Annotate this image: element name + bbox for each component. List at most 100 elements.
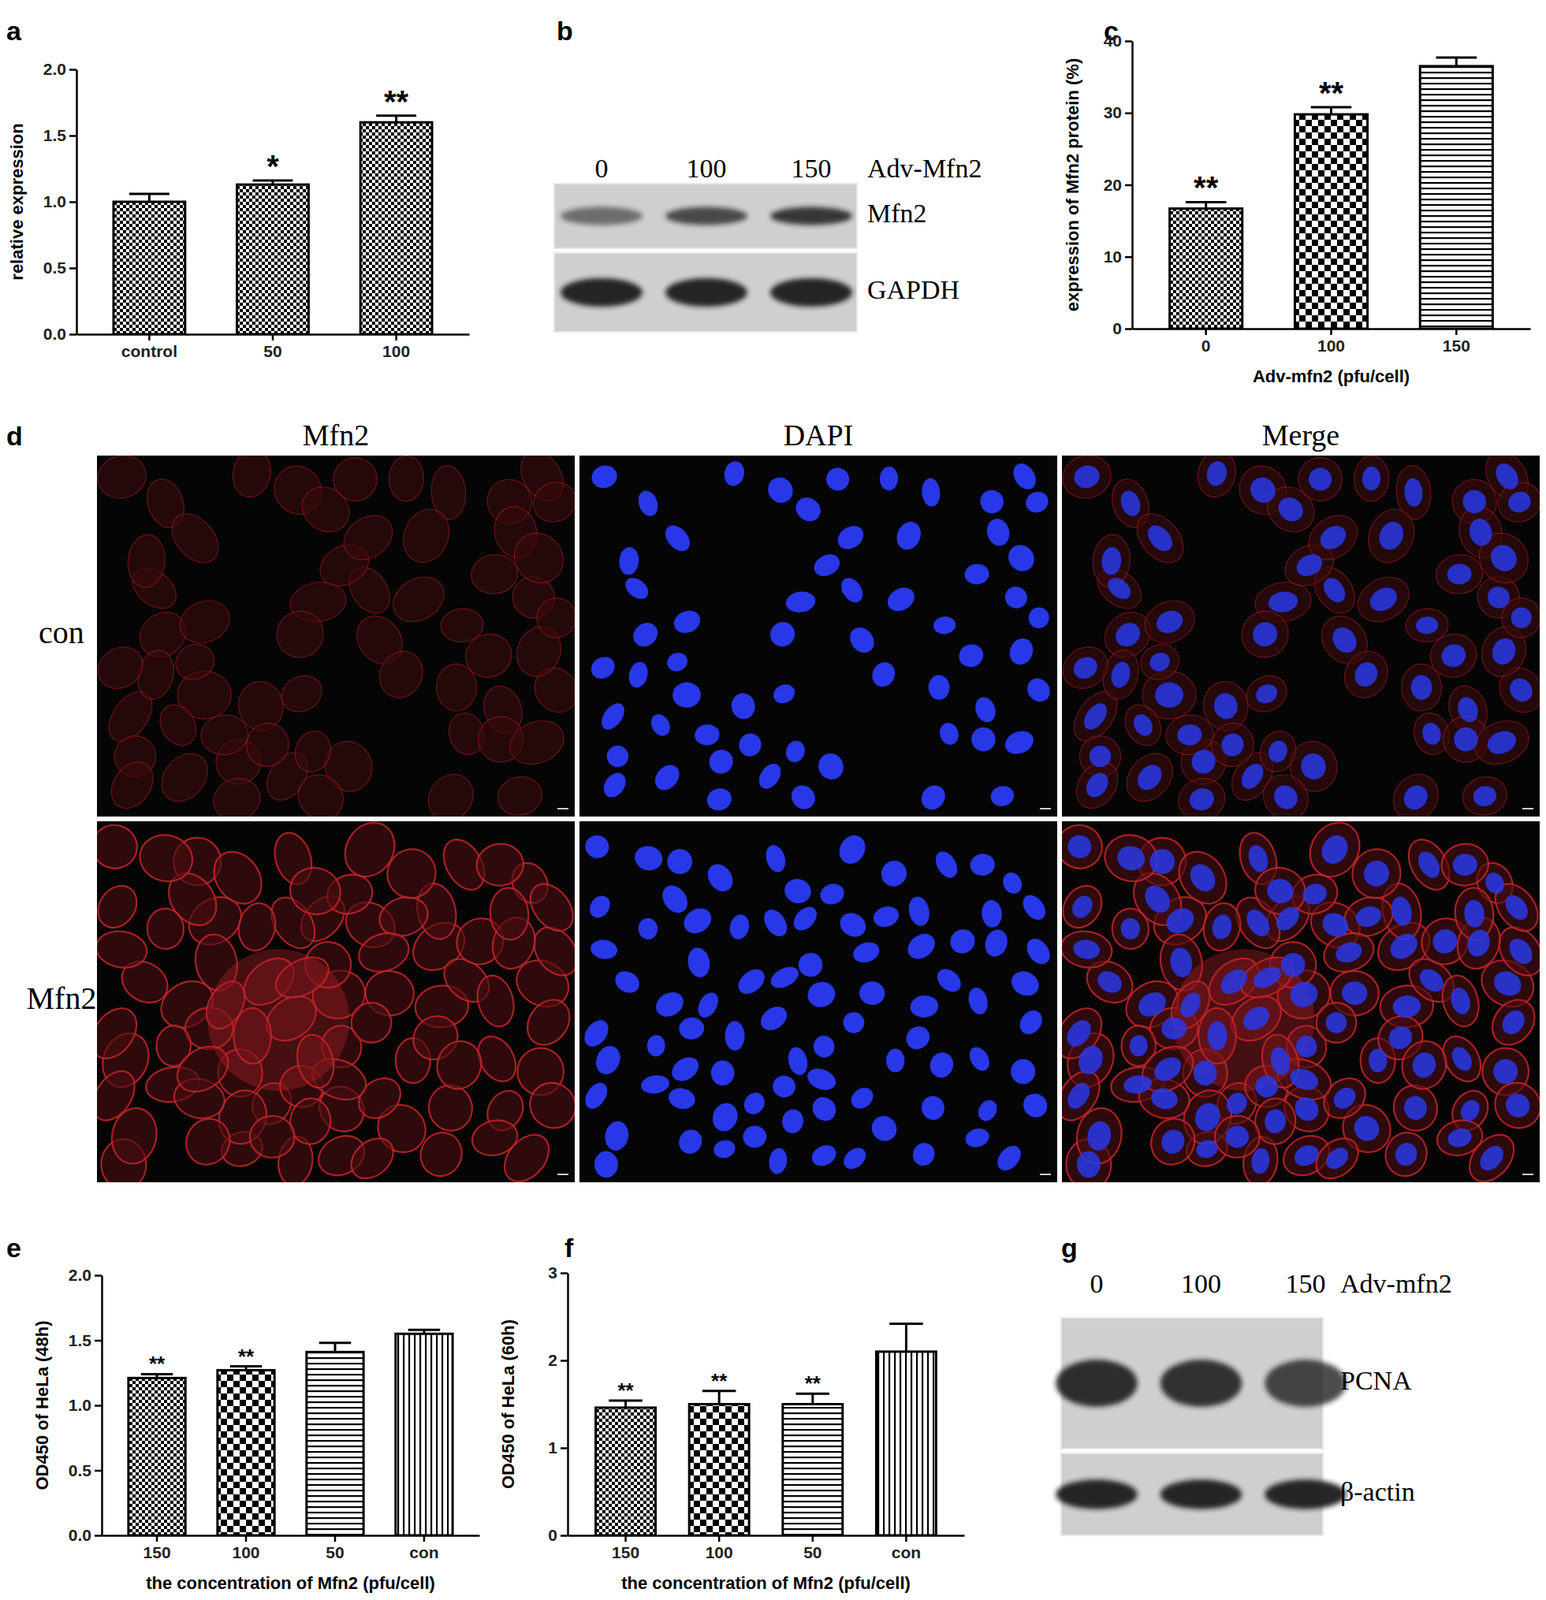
mfn2-signal <box>293 477 358 541</box>
nucleus <box>1329 1084 1360 1114</box>
nucleus <box>1191 1099 1225 1136</box>
tick-mark <box>1455 328 1458 336</box>
nucleus <box>1184 859 1221 897</box>
significance: ** <box>617 1378 634 1403</box>
mfn2-signal <box>234 900 280 955</box>
tick-label: con <box>409 1543 439 1562</box>
tick-mark <box>394 334 398 341</box>
mfn2-signal <box>526 476 575 529</box>
tick-mark <box>1125 184 1133 187</box>
nucleus <box>811 1033 837 1060</box>
nucleus <box>1315 521 1351 554</box>
scale-bar <box>1039 808 1051 810</box>
nucleus <box>1010 1058 1036 1085</box>
mfn2-signal <box>145 907 186 951</box>
nucleus <box>1073 1042 1107 1079</box>
nucleus <box>711 1137 738 1161</box>
nucleus <box>1133 987 1170 1022</box>
nucleus <box>1015 1006 1047 1040</box>
band <box>665 278 748 307</box>
nucleus <box>693 722 721 747</box>
mfn2-signal <box>1400 663 1443 712</box>
x-axis: 0100150 <box>1132 328 1532 355</box>
nucleus <box>1176 722 1204 747</box>
nucleus <box>602 1119 631 1153</box>
nucleus <box>956 640 987 671</box>
tick-mark <box>334 1535 337 1543</box>
nucleus <box>1322 1143 1353 1174</box>
column-title: Mfn2 <box>302 418 369 452</box>
nucleus <box>981 927 1011 961</box>
nucleus <box>1001 582 1032 613</box>
nucleus <box>740 1088 769 1118</box>
band <box>1264 1479 1346 1509</box>
mfn2-signal <box>96 927 150 972</box>
nucleus <box>1353 903 1385 931</box>
scale-bar <box>1039 1173 1051 1176</box>
tick: 40 <box>1103 31 1133 50</box>
plot-marks <box>128 1329 453 1536</box>
tick-label: 40 <box>1103 31 1122 50</box>
tick: 0.5 <box>43 258 77 277</box>
mfn2-signal <box>388 455 425 503</box>
nucleus <box>808 1141 840 1171</box>
nucleus <box>1410 674 1433 701</box>
error-bar <box>129 193 170 202</box>
row-title: Mfn2 <box>26 980 97 1017</box>
nucleus <box>1488 634 1520 668</box>
micrograph <box>579 455 1058 817</box>
nucleus <box>1286 1065 1322 1095</box>
nucleus <box>1438 640 1469 671</box>
nucleus <box>1120 917 1142 941</box>
tick-label: 20 <box>1103 175 1122 194</box>
panel-label: a <box>6 15 23 46</box>
tick-mark <box>1125 256 1133 259</box>
tick: 100 <box>382 334 410 361</box>
mfn2-signal <box>126 532 168 589</box>
x-axis-title: Adv-mfn2 (pfu/cell) <box>1252 366 1410 387</box>
mfn2-signal <box>173 593 237 652</box>
band <box>770 278 853 307</box>
nucleus <box>786 780 820 814</box>
mfn2-signal <box>424 1080 477 1136</box>
mfn2-signal <box>468 1115 522 1161</box>
bar <box>1169 208 1243 329</box>
mfn2-signal <box>413 1126 468 1183</box>
nucleus <box>1448 1043 1476 1075</box>
tick-mark <box>624 1535 627 1543</box>
tick-mark <box>69 134 77 138</box>
mfn2-signal <box>152 698 204 753</box>
tick: 50 <box>325 1535 344 1562</box>
nucleus <box>1449 722 1483 757</box>
mfn2-signal <box>152 745 217 812</box>
nucleus <box>1501 890 1533 924</box>
bar-chart: ****0102030400100150Adv-mfn2 (pfu/cell)e… <box>1062 31 1532 387</box>
tick-mark <box>94 1470 102 1473</box>
nucleus <box>767 962 802 993</box>
nucleus <box>1456 1096 1483 1125</box>
band-label: PCNA <box>1340 1366 1412 1396</box>
tick-mark <box>718 1535 721 1543</box>
bar <box>782 1404 843 1537</box>
figure: abcdefg***0.00.51.01.52.0control50100rel… <box>0 0 1546 1600</box>
mfn2-signal <box>1434 552 1485 597</box>
nucleus <box>1087 743 1114 770</box>
mfn2-signal <box>1117 698 1169 753</box>
lane-label: 100 <box>1180 1269 1222 1299</box>
significance: ** <box>238 1344 255 1369</box>
micrograph-bg <box>579 455 1058 817</box>
tick: con <box>409 1535 439 1562</box>
nucleus <box>1143 521 1178 557</box>
nucleus <box>1316 830 1353 869</box>
nucleus <box>784 589 817 615</box>
panel-label: f <box>564 1233 574 1263</box>
mfn2-signal <box>435 663 478 712</box>
tick: 100 <box>1317 328 1345 355</box>
nucleus <box>1451 853 1479 878</box>
tick-label: 100 <box>1317 336 1345 355</box>
nucleus <box>710 1060 735 1087</box>
nucleus <box>1186 745 1220 779</box>
significance: ** <box>149 1352 166 1376</box>
tick: 0.0 <box>68 1526 102 1545</box>
band <box>1160 1359 1242 1408</box>
